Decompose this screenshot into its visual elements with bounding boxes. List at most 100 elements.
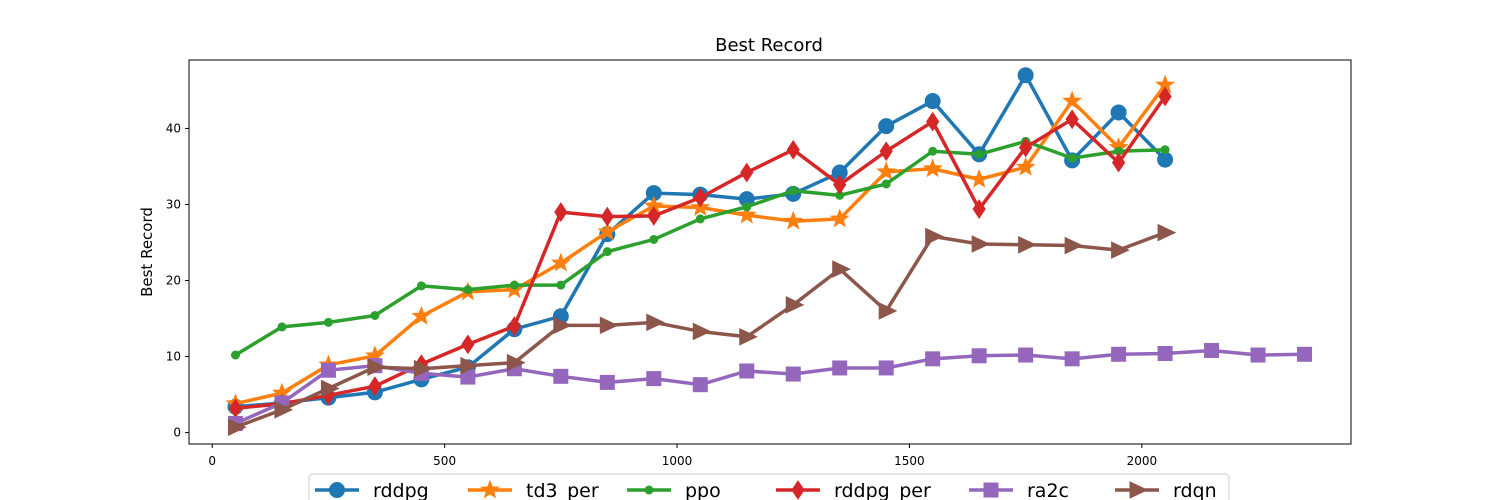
series-rddpg-marker xyxy=(1110,104,1127,121)
series-td3-per-marker xyxy=(1015,156,1036,176)
series-rdqn-marker xyxy=(460,356,480,375)
legend-item-ra2c: ra2c xyxy=(969,480,1069,500)
legend-ra2c-marker xyxy=(983,482,999,498)
legend-label: ppo xyxy=(685,480,721,500)
series-rdqn-marker xyxy=(1064,236,1084,255)
series-td3-per-marker xyxy=(969,168,990,188)
series-rddpg-marker xyxy=(1017,67,1034,84)
series-rddpg-per-marker xyxy=(647,205,661,226)
series-rdqn-marker xyxy=(925,227,944,246)
x-tick-label: 1500 xyxy=(894,454,925,468)
y-tick-label: 30 xyxy=(166,197,181,211)
legend-rdqn-marker xyxy=(1129,481,1149,499)
series-rddpg-per-marker xyxy=(1019,137,1033,158)
series-ppo-marker xyxy=(463,285,473,295)
series-td3-per-marker xyxy=(1062,90,1083,110)
series-td3-per-marker xyxy=(922,158,943,178)
series-ra2c-marker xyxy=(692,377,708,393)
legend-ppo-marker xyxy=(644,485,654,495)
series-rdqn-marker xyxy=(506,353,526,372)
series-rdqn xyxy=(227,223,1177,437)
series-rddpg-per-marker xyxy=(368,376,382,397)
series-rdqn-marker xyxy=(320,379,340,398)
series-rddpg-marker xyxy=(878,118,895,135)
series-ppo-marker xyxy=(1067,153,1077,163)
series-rdqn-marker xyxy=(1018,235,1037,254)
legend-box xyxy=(308,473,1230,500)
y-tick-label: 20 xyxy=(166,274,181,288)
series-ra2c-marker xyxy=(739,363,755,379)
series-ra2c-marker xyxy=(1250,347,1266,363)
series-ra2c-marker xyxy=(785,366,801,382)
series-rdqn-marker xyxy=(1111,241,1130,259)
legend-item-rdqn: rdqn xyxy=(1115,480,1217,500)
y-tick-label: 0 xyxy=(173,426,181,440)
x-tick-label: 2000 xyxy=(1127,454,1158,468)
series-rddpg-per-marker xyxy=(461,334,475,355)
x-axis: 0 500 1000 1500 2000 xyxy=(208,444,1157,468)
series-td3-per-marker xyxy=(829,208,850,228)
series-ra2c-marker xyxy=(1111,346,1127,362)
series-rdqn-marker xyxy=(646,313,665,332)
series-ra2c-marker xyxy=(832,360,848,376)
y-tick-label: 10 xyxy=(166,350,181,364)
series-rdqn-marker xyxy=(878,302,898,320)
series-ppo-marker xyxy=(881,179,891,189)
series-ra2c-marker xyxy=(1204,342,1220,358)
legend-rddpg-marker xyxy=(329,482,345,498)
series-rdqn-marker xyxy=(227,418,247,437)
plot-area xyxy=(189,60,1351,444)
series-ra2c-marker xyxy=(971,348,987,364)
series-td3-per-marker xyxy=(597,221,618,241)
series-rddpg-per-marker xyxy=(740,162,754,183)
legend-rddpg-per-marker xyxy=(791,480,805,500)
series-ppo-marker xyxy=(695,214,705,224)
series-rdqn-marker xyxy=(599,316,619,335)
legend-label: ra2c xyxy=(1027,480,1069,500)
series-td3-per-marker xyxy=(550,252,571,272)
series-ppo-marker xyxy=(556,280,566,290)
x-tick-label: 500 xyxy=(433,454,456,468)
series-rdqn-marker xyxy=(553,316,573,335)
series-rddpg-marker xyxy=(924,93,941,110)
y-axis-label: Best Record xyxy=(138,207,156,297)
series-ppo-marker xyxy=(928,146,938,156)
series-rdqn-marker xyxy=(1157,223,1177,242)
series-rddpg-per-marker xyxy=(972,199,986,219)
series-ra2c-marker xyxy=(320,362,336,378)
series-ra2c-marker xyxy=(1157,346,1173,362)
legend-item-td3-per: td3_per xyxy=(468,479,599,500)
series-rddpg-per-marker xyxy=(1065,109,1079,130)
series-ppo-marker xyxy=(1160,145,1170,155)
legend-label: rdqn xyxy=(1173,480,1217,500)
series-rddpg-per-marker xyxy=(600,206,614,227)
series-rdqn-marker xyxy=(413,359,433,378)
series-ppo-marker xyxy=(323,317,333,327)
series-rdqn-marker xyxy=(785,296,805,314)
series-rdqn-marker xyxy=(832,260,851,278)
series-ra2c-marker xyxy=(1297,346,1313,362)
legend-label: rddpg_per xyxy=(834,480,931,500)
series-rddpg-marker xyxy=(1157,151,1174,168)
series-ra2c-marker xyxy=(646,371,662,387)
series-ppo xyxy=(230,136,1170,360)
series-td3-per-marker xyxy=(411,305,432,325)
series-ppo-marker xyxy=(742,202,752,212)
chart-title: Best Record xyxy=(715,35,823,56)
legend-item-rddpg-per: rddpg_per xyxy=(776,480,931,500)
series-ra2c-marker xyxy=(1064,351,1080,367)
x-tick-label: 1000 xyxy=(662,454,693,468)
legend: rddpg td3_per ppo rddpg_per ra2c rdqn xyxy=(308,473,1230,500)
legend-label: rddpg xyxy=(373,480,429,500)
x-tick-label: 0 xyxy=(208,454,216,468)
series-td3-per-marker xyxy=(876,161,897,181)
plot-frame xyxy=(188,59,1352,445)
series-rdqn-marker xyxy=(739,327,758,346)
y-tick-label: 40 xyxy=(166,121,181,135)
series-rddpg-per-marker xyxy=(554,202,568,222)
series-ra2c-marker xyxy=(553,368,569,384)
series-ppo-marker xyxy=(649,234,659,244)
series-layer xyxy=(225,67,1313,437)
legend-td3-per-marker xyxy=(480,479,500,499)
